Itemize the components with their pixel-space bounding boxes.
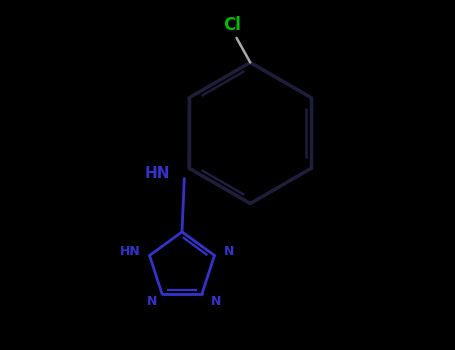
Text: N: N bbox=[147, 295, 157, 308]
Text: HN: HN bbox=[120, 245, 141, 258]
Text: HN: HN bbox=[145, 166, 171, 181]
Text: N: N bbox=[211, 295, 222, 308]
Text: N: N bbox=[223, 245, 234, 258]
Text: Cl: Cl bbox=[223, 16, 241, 34]
